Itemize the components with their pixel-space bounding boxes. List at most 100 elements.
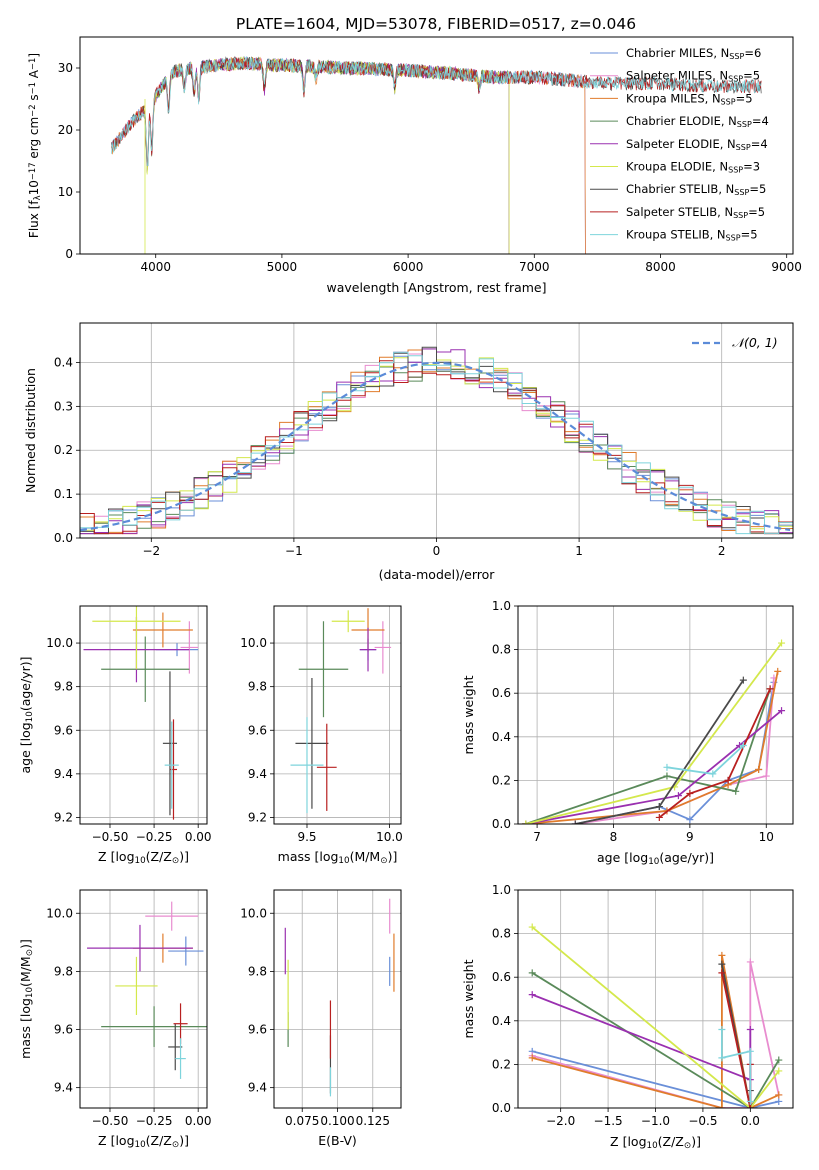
data-marker (709, 770, 717, 778)
x-tick-label: 2 (718, 544, 726, 558)
y-tick-label: 0.8 (492, 927, 511, 941)
x-axis-label: E(B-V) (318, 1133, 357, 1148)
data-marker (775, 1097, 783, 1105)
panel-mass-vs-ebv: 0.075 0.100 0.125 9.4 9.6 9.8 10.0 E(B-V) (240, 889, 402, 1148)
data-marker (718, 1104, 726, 1108)
x-tick-label: 4000 (140, 260, 171, 274)
errorbar-point (115, 956, 158, 1015)
y-tick-label: 30 (58, 61, 73, 75)
y-axis-label: Normed distribution (23, 368, 38, 493)
x-tick-label: 0.100 (320, 1114, 354, 1128)
data-marker (746, 1104, 754, 1108)
errorbar-point (316, 723, 337, 811)
data-marker (739, 742, 747, 750)
data-marker (663, 772, 671, 780)
y-tick-label: 9.6 (248, 1023, 267, 1037)
errorbar-point (164, 721, 179, 809)
axes-frame (273, 605, 402, 825)
data-marker (778, 639, 786, 647)
data-marker (571, 820, 579, 824)
errorbar-point (168, 936, 204, 966)
y-tick-label: 0.3 (54, 399, 73, 413)
data-marker (528, 1054, 536, 1062)
panel-residuals: −2 −1 0 1 2 0.0 0.1 0.2 0.3 0.4 𝒩(0, 1) (data-model… (23, 322, 794, 582)
legend-label: 𝒩(0, 1) (732, 335, 778, 350)
y-axis-label: mass weight (461, 959, 476, 1038)
errorbar-point (173, 1003, 188, 1045)
errorbar-point (295, 677, 329, 809)
y-tick-label: 1.0 (492, 883, 511, 897)
x-tick-label: −0.25 (136, 830, 173, 844)
mass-weight-line (525, 709, 783, 824)
y-tick-label: 9.4 (54, 1081, 73, 1095)
mass-weight-line (531, 926, 780, 1108)
plot-area (522, 639, 786, 824)
data-marker (766, 685, 774, 693)
y-tick-label: 9.8 (54, 964, 73, 978)
axes-frame (79, 605, 208, 825)
panel-age-vs-Z: −0.50 −0.25 0.00 9.2 9.4 9.6 9.8 10.0 Z [log10(Z… (18, 605, 212, 866)
data-marker (718, 1026, 726, 1034)
y-tick-label: 10.0 (46, 636, 73, 650)
plot-area (83, 606, 199, 820)
histogram-step (80, 346, 793, 535)
panel-mass-vs-Z: −0.50 −0.25 0.00 9.4 9.6 9.8 10.0 Z [log10(Z/Z⊙… (18, 889, 212, 1150)
y-tick-label: 9.4 (248, 1081, 267, 1095)
y-tick-label: 10.0 (240, 906, 267, 920)
x-tick-label: −0.5 (688, 1114, 717, 1128)
x-tick-label: 10.0 (376, 830, 403, 844)
y-tick-label: 0.0 (492, 1101, 511, 1115)
x-tick-label: 0.00 (185, 830, 212, 844)
data-marker (686, 789, 694, 797)
plot-area (80, 346, 793, 535)
x-tick-label: 7 (533, 830, 541, 844)
y-tick-label: 9.6 (248, 723, 267, 737)
y-tick-label: 9.8 (248, 680, 267, 694)
plot-area (528, 923, 783, 1108)
errorbar-point (87, 924, 193, 972)
x-tick-label: 0.125 (356, 1114, 390, 1128)
y-axis-label: Flux [fλ10−17 erg cm−2 s−1 A−1] (27, 53, 42, 238)
errorbar-point (92, 606, 181, 670)
errorbar-point (359, 627, 377, 672)
x-tick-label: −0.50 (92, 830, 129, 844)
panel-mass-weight-vs-age: 7 8 9 10 0.0 0.2 0.4 0.6 0.8 1.0 age [log10(age/yr… (461, 599, 794, 867)
y-tick-label: 20 (58, 123, 73, 137)
x-tick-label: 5000 (267, 260, 298, 274)
data-marker (739, 676, 747, 684)
legend-label: Chabrier STELIB, NSSP=5 (626, 182, 766, 197)
y-axis-label: mass weight (461, 675, 476, 754)
legend-label: Kroupa ELODIE, NSSP=3 (626, 160, 760, 175)
errorbar-point (298, 621, 349, 718)
errorbar-point (162, 671, 178, 816)
x-tick-label: 0.0 (741, 1114, 760, 1128)
legend-label: Salpeter MILES, NSSP=5 (626, 69, 760, 84)
y-tick-label: 0.8 (492, 643, 511, 657)
y-tick-label: 9.8 (54, 680, 73, 694)
mass-weight-line (658, 688, 771, 819)
errorbar-point (331, 610, 365, 633)
y-tick-label: 0.4 (492, 1014, 511, 1028)
figure-title: PLATE=1604, MJD=53078, FIBERID=0517, z=0… (236, 15, 636, 33)
x-tick-label: 8 (610, 830, 618, 844)
data-marker (655, 803, 663, 811)
panel-age-vs-mass: 9.5 10.0 9.2 9.4 9.6 9.8 10.0 mass [log10(M/M⊙)… (240, 605, 403, 866)
y-tick-label: 0 (65, 247, 73, 261)
y-tick-label: 9.2 (248, 810, 267, 824)
x-tick-label: 9.5 (297, 830, 316, 844)
x-tick-label: 0.00 (185, 1114, 212, 1128)
x-tick-label: 6000 (393, 260, 424, 274)
x-axis-label: wavelength [Angstrom, rest frame] (326, 280, 546, 295)
data-marker (746, 958, 754, 966)
legend-label: Chabrier MILES, NSSP=6 (626, 46, 761, 61)
x-tick-label: 7000 (519, 260, 550, 274)
histogram-step (80, 351, 793, 535)
errorbar-point (101, 636, 190, 702)
x-tick-label: −1.5 (594, 1114, 623, 1128)
y-tick-label: 1.0 (492, 599, 511, 613)
y-axis-label: mass [log10(M/M⊙)] (18, 939, 35, 1059)
mass-weight-line (525, 688, 771, 824)
axes-frame (79, 36, 794, 255)
x-tick-label: −0.50 (92, 1114, 129, 1128)
